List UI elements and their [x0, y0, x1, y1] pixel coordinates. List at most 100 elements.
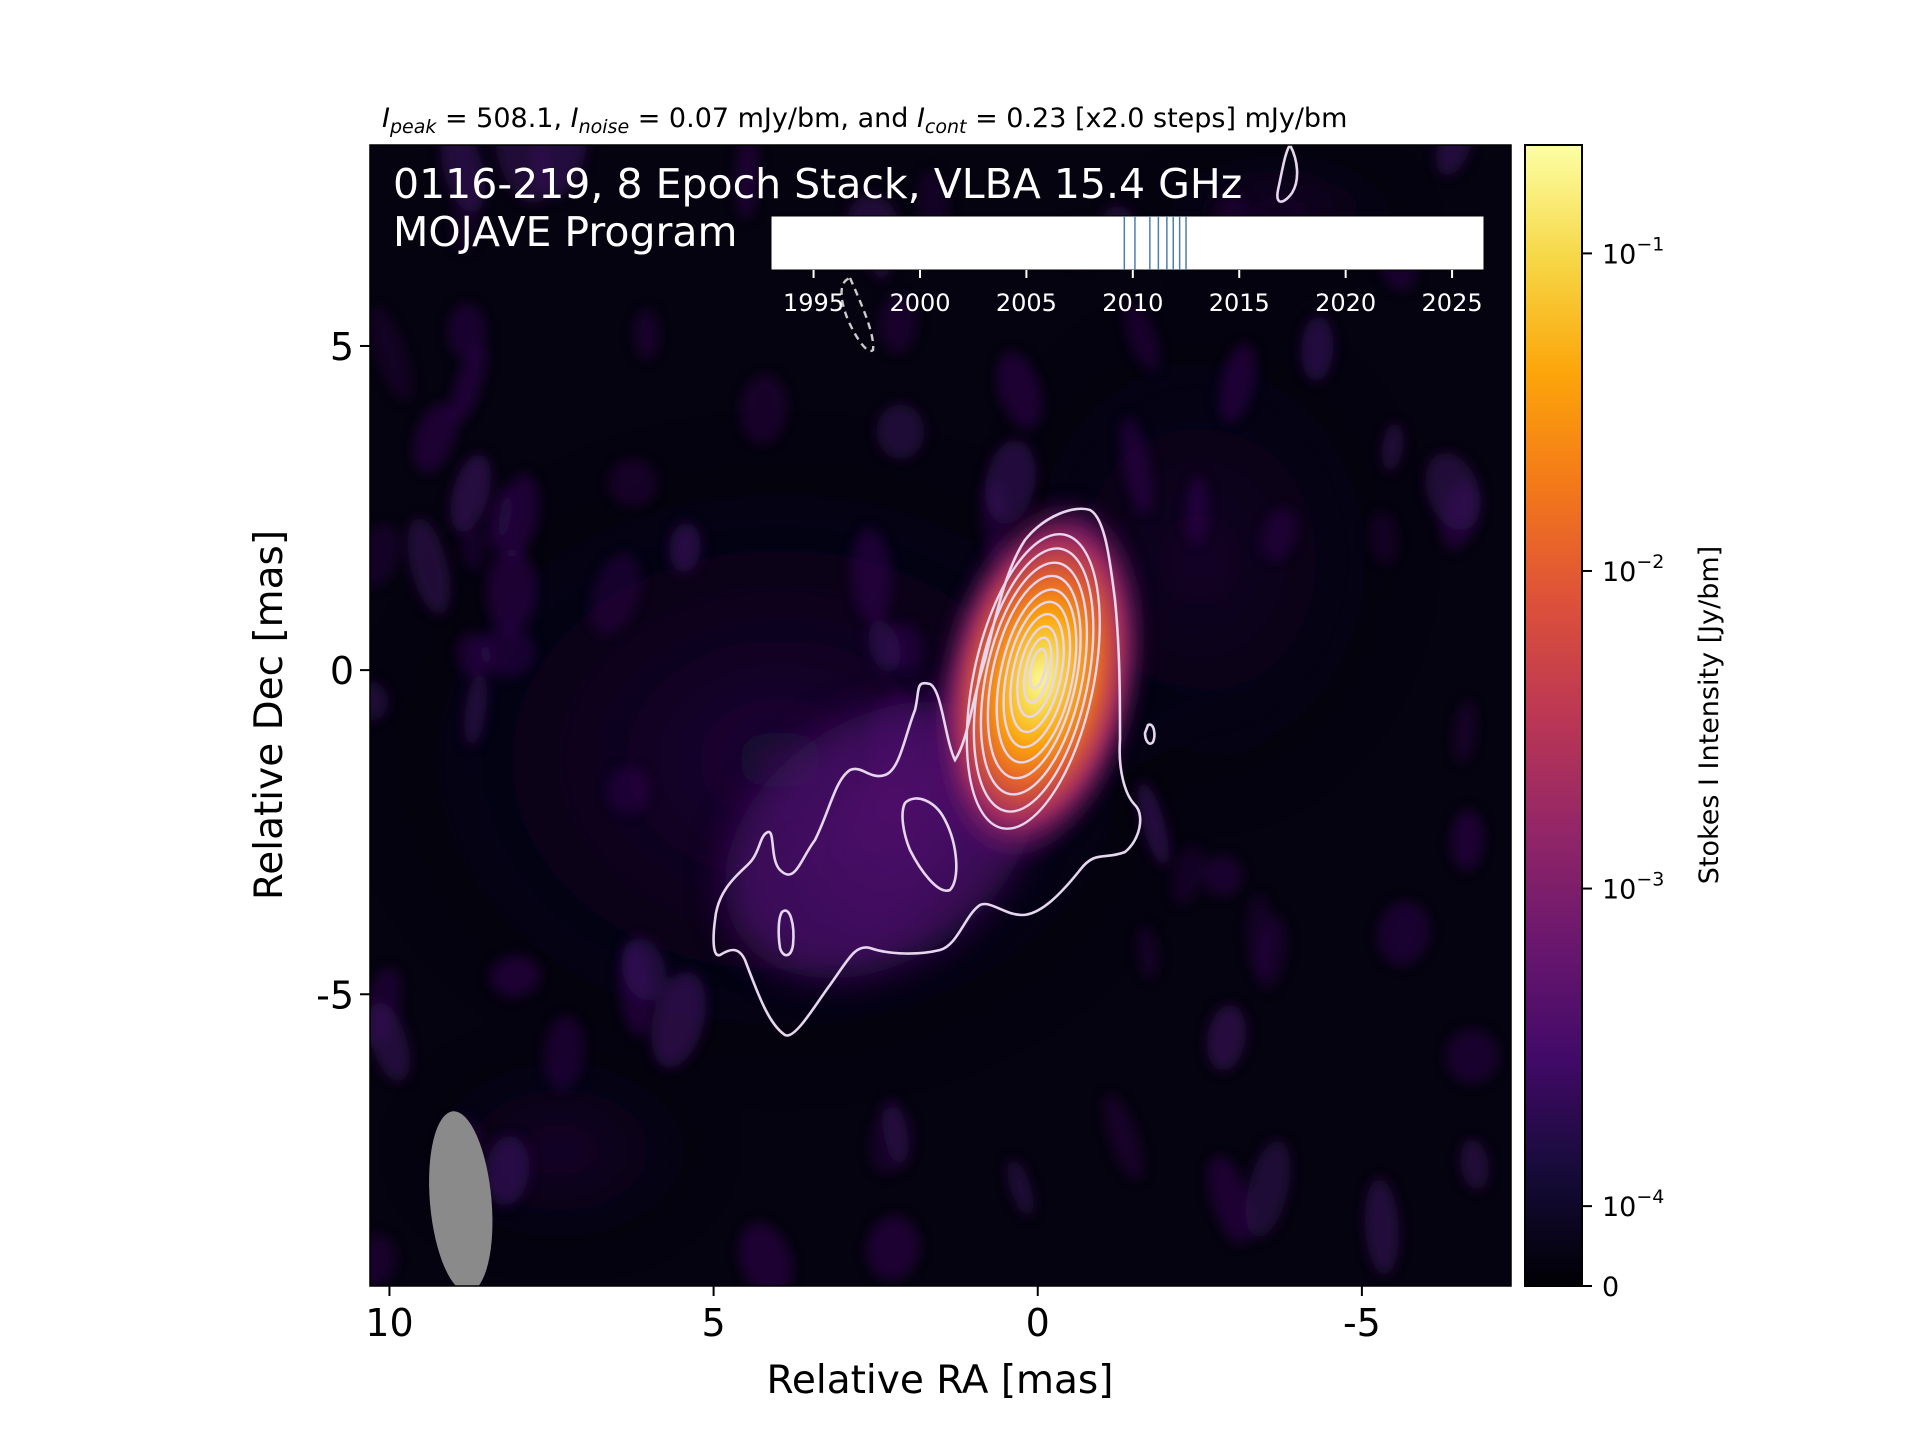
core-emission — [929, 492, 1151, 868]
contour-core-ring — [1016, 625, 1059, 718]
contour-core-ring — [995, 588, 1078, 764]
colorbar-tick-exponent: −3 — [1636, 869, 1664, 891]
peak-text: = 508.1, — [436, 103, 570, 134]
timeline-tick-label: 2005 — [996, 289, 1057, 317]
colorbar-tick-label: 10−1 — [1602, 233, 1664, 270]
noise-speck — [460, 523, 484, 572]
noise-speck — [480, 626, 535, 678]
colorbar-tick-base: 10 — [1602, 875, 1636, 906]
noise-speck — [608, 458, 657, 507]
noise-speck — [997, 352, 1043, 430]
contour-island-3 — [1143, 723, 1156, 745]
intensity-map — [370, 145, 1511, 1286]
program-title: MOJAVE Program — [393, 208, 737, 256]
noise-speck — [1261, 507, 1298, 562]
colorbar-tick-label: 10−4 — [1602, 1186, 1664, 1223]
noise-subscript: noise — [579, 116, 630, 138]
x-tick-label: 0 — [1026, 1301, 1050, 1345]
noise-symbol: I — [571, 103, 579, 134]
colorbar: 10−110−210−310−40 Stokes I Intensity [Jy… — [1524, 144, 1725, 1303]
cont-symbol: I — [917, 103, 925, 134]
noise-speck — [1381, 422, 1404, 472]
colorbar-label: Stokes I Intensity [Jy/bm] — [1694, 546, 1725, 884]
noise-speck — [1208, 1155, 1252, 1245]
timeline-tick-label: 2020 — [1315, 289, 1376, 317]
noise-speck — [485, 1135, 530, 1206]
noise-speck — [985, 439, 1036, 525]
noise-speck — [1124, 303, 1160, 372]
noise-speck — [370, 1234, 397, 1286]
noise-speck — [441, 145, 486, 213]
epoch-timeline: 1995 2000 2005 2010 2015 2020 2025 — [770, 215, 1485, 317]
y-axis-ticks: 5 0 -5 — [316, 325, 370, 1017]
epoch-lines — [1123, 216, 1187, 270]
noise-speck — [1202, 854, 1243, 897]
noise-speck — [1377, 901, 1430, 966]
noise-speck — [489, 955, 541, 998]
noise-speck — [1445, 1029, 1499, 1084]
contour-lines — [712, 145, 1299, 1037]
x-tick-label: -5 — [1343, 1301, 1381, 1345]
contour-core-ring — [965, 532, 1101, 830]
noise-speck — [413, 403, 456, 473]
contour-core-ring — [1028, 647, 1048, 690]
noise-speck — [450, 345, 487, 425]
contour-edge-top — [1276, 145, 1299, 203]
noise-speck — [407, 517, 451, 615]
peak-subscript: peak — [389, 116, 437, 138]
colorbar-tick-exponent: −4 — [1636, 1186, 1664, 1208]
noise-speck — [457, 632, 492, 679]
noise-speck — [1120, 416, 1153, 515]
noise-speck — [1425, 452, 1481, 531]
colorbar-tick-exponent: −2 — [1636, 551, 1664, 573]
colorbar-tick-base: 0 — [1602, 1272, 1619, 1303]
noise-speck — [1364, 1178, 1400, 1275]
map-title: 0116-219, 8 Epoch Stack, VLBA 15.4 GHz — [393, 160, 1242, 208]
noise-speck — [650, 971, 706, 1068]
noise-speck — [370, 523, 401, 588]
colorbar-tick-label: 0 — [1602, 1272, 1619, 1303]
noise-speck — [879, 294, 917, 353]
header-stats: Ipeak = 508.1, Inoise = 0.07 mJy/bm, and… — [382, 103, 1347, 138]
contour-core-ring — [1009, 612, 1065, 734]
cont-subscript: cont — [925, 116, 968, 138]
peak-symbol: I — [382, 103, 390, 134]
negative-contour — [840, 276, 875, 353]
colorbar-tick-base: 10 — [1602, 239, 1636, 270]
noise-speck — [1453, 700, 1476, 764]
noise-speck — [486, 547, 537, 633]
contour-core-ring — [1022, 636, 1053, 704]
timeline-tick-label: 2000 — [889, 289, 950, 317]
contour-core-ring — [986, 574, 1082, 780]
contour-core-ring — [979, 561, 1089, 796]
x-tick-label: 5 — [702, 1301, 726, 1345]
colorbar-tick-label: 10−2 — [1602, 551, 1664, 588]
noise-speck — [876, 404, 925, 460]
noise-speck — [370, 1002, 410, 1082]
colorbar-tick-label: 10−3 — [1602, 869, 1664, 906]
x-axis-label: Relative RA [mas] — [767, 1358, 1114, 1403]
timeline-tick-label: 2025 — [1422, 289, 1483, 317]
timeline-tick-label: 1995 — [783, 289, 844, 317]
noise-speck — [1137, 781, 1170, 867]
contour-island-2 — [777, 909, 795, 957]
noise-speck — [740, 374, 787, 445]
noise-speck — [1219, 342, 1256, 424]
x-tick-label: 10 — [365, 1301, 413, 1345]
noise-speck — [464, 672, 488, 747]
timeline-box — [770, 215, 1485, 271]
noise-speck — [736, 145, 759, 219]
colorbar-gradient — [1524, 144, 1583, 1287]
noise-speck — [866, 1216, 920, 1281]
noise-speck — [621, 938, 667, 1001]
noise-speck — [590, 553, 641, 635]
beam-ellipse — [429, 1111, 493, 1286]
y-tick-label: 5 — [330, 325, 354, 369]
timeline-tick-label: 2010 — [1102, 289, 1163, 317]
noise-speck — [370, 305, 413, 401]
noise-speck — [450, 454, 491, 533]
noise-speck — [1368, 510, 1399, 566]
noise-speck — [634, 309, 660, 360]
noise-speck — [495, 145, 550, 204]
